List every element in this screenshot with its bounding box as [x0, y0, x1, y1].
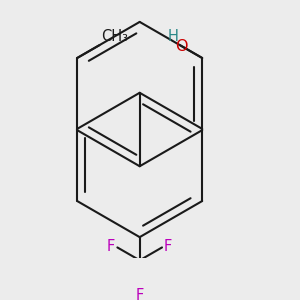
Text: H: H — [168, 29, 179, 44]
Text: O: O — [175, 39, 188, 54]
Text: F: F — [164, 238, 172, 253]
Text: F: F — [136, 288, 144, 300]
Text: F: F — [107, 238, 115, 253]
Text: CH₃: CH₃ — [101, 29, 128, 44]
